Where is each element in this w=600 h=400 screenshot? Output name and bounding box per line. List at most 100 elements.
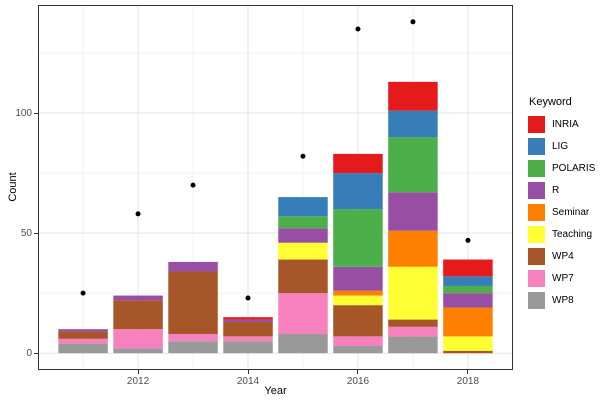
bar-segment-2018-wp4 [443,350,493,354]
bar-segment-2018-inria [443,259,493,277]
plot-area [38,5,513,370]
bar-segment-2012-wp7 [113,329,163,349]
legend-swatch-wp7 [528,270,545,287]
legend-label: WP8 [552,295,574,306]
bar-segment-2015-r [278,228,328,243]
bar-segment-2018-polaris [443,285,493,294]
data-point-2015 [300,153,306,159]
y-tick-label: 100 [15,108,32,120]
bar-segment-2015-teaching [278,242,328,260]
legend-swatch-teaching [528,226,545,243]
y-tick-mark [34,352,38,354]
bar-segment-2016-seminar [333,290,383,296]
bar-segment-2018-r [443,293,493,308]
legend-item-wp4: WP4 [528,248,595,265]
panel-border [38,5,513,370]
bar-segment-2015-wp7 [278,293,328,334]
x-tick-label: 2018 [456,376,480,387]
legend-label: WP7 [552,273,574,284]
legend-item-wp7: WP7 [528,270,595,287]
legend-item-teaching: Teaching [528,226,595,243]
legend-swatch-inria [528,116,545,133]
legend-swatch-lig [528,138,545,155]
data-point-2011 [80,290,86,296]
legend-label: WP4 [552,251,574,262]
legend-label: Teaching [552,229,593,240]
bar-segment-2011-wp8 [58,343,108,354]
x-tick-mark [357,370,359,374]
bar-segment-2017-inria [388,81,438,111]
bar-segment-2014-wp7 [223,336,273,342]
x-tick-mark [137,370,139,374]
legend-label: INRIA [552,119,579,130]
data-point-2012 [135,211,141,217]
legend-swatch-wp8 [528,292,545,309]
legend: Keyword INRIA LIG POLARIS R Seminar Teaching W… [528,96,595,314]
bar-segment-2017-seminar [388,230,438,267]
x-tick-label: 2016 [346,376,370,387]
legend-label: Seminar [552,207,590,218]
bar-segment-2016-wp4 [333,305,383,337]
x-axis-title: Year [264,385,287,397]
y-axis-title: Count [7,172,19,202]
legend-item-r: R [528,182,595,199]
bar-segment-2013-wp8 [168,341,218,354]
legend-item-lig: LIG [528,138,595,155]
bar-segment-2018-teaching [443,336,493,351]
bar-segment-2014-wp4 [223,321,273,337]
data-point-2014 [245,295,251,301]
bar-segment-2014-wp8 [223,341,273,354]
legend-title: Keyword [529,96,572,108]
y-tick-mark [34,232,38,234]
x-tick-label: 2014 [236,376,260,387]
legend-items: INRIA LIG POLARIS R Seminar Teaching WP4 WP7 WP8 [528,116,595,309]
x-tick-mark [247,370,249,374]
data-point-2017 [410,19,416,25]
data-point-2016 [355,26,361,32]
x-tick-label: 2012 [126,376,150,387]
legend-swatch-wp4 [528,248,545,265]
bar-segment-2012-r [113,295,163,301]
bar-segment-2015-polaris [278,216,328,229]
bar-segment-2012-wp4 [113,300,163,330]
data-point-2013 [190,182,196,188]
bar-segment-2016-wp7 [333,336,383,346]
legend-item-inria: INRIA [528,116,595,133]
bar-segment-2016-lig [333,173,383,210]
bar-segment-2015-wp8 [278,333,328,354]
bar-segment-2013-wp4 [168,271,218,334]
bar-segment-2016-inria [333,153,383,174]
bar-segment-2016-r [333,266,383,291]
y-tick-label: 50 [20,228,32,240]
bar-segment-2018-seminar [443,307,493,337]
plot-panel [38,5,513,370]
legend-label: POLARIS [552,163,596,174]
bar-segment-2013-r [168,261,218,272]
bar-segment-2017-wp4 [388,319,438,327]
bar-segment-2017-lig [388,110,438,138]
legend-item-seminar: Seminar [528,204,595,221]
bar-segment-2017-teaching [388,266,438,320]
bar-segment-2013-wp7 [168,333,218,342]
legend-swatch-r [528,182,545,199]
bar-segment-2017-r [388,192,438,231]
bar-segment-2017-polaris [388,137,438,193]
legend-swatch-seminar [528,204,545,221]
bar-segment-2017-wp8 [388,336,438,354]
x-tick-mark [467,370,469,374]
bar-segment-2011-wp4 [58,331,108,339]
legend-label: LIG [552,141,569,152]
y-tick-mark [34,112,38,114]
bar-segment-2012-wp8 [113,348,163,354]
bar-segment-2018-lig [443,276,493,286]
bar-segment-2014-r [223,319,273,322]
bar-segment-2011-wp7 [58,338,108,344]
bar-segment-2016-teaching [333,295,383,306]
legend-item-wp8: WP8 [528,292,595,309]
bar-segment-2016-wp8 [333,345,383,354]
bar-segment-2011-r [58,329,108,332]
legend-swatch-polaris [528,160,545,177]
legend-label: R [552,185,560,196]
bar-segment-2015-wp4 [278,259,328,294]
